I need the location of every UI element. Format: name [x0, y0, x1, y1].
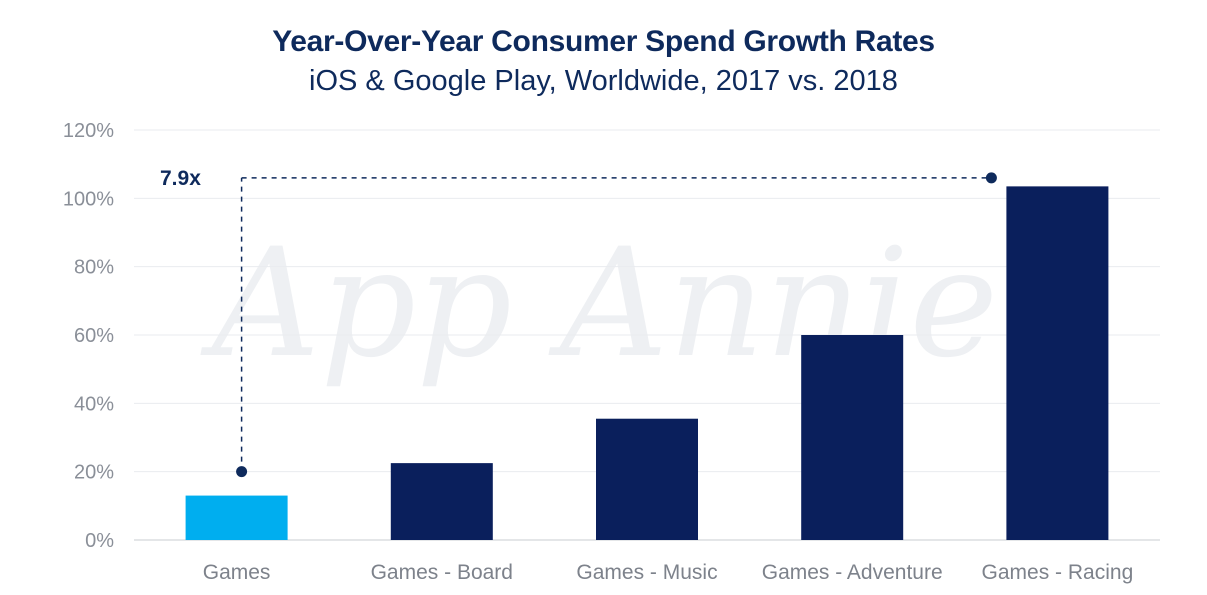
y-tick-label: 40%: [74, 393, 114, 415]
x-category-label: Games - Board: [371, 561, 513, 584]
bar-1: [390, 463, 493, 540]
y-tick-label: 0%: [85, 530, 114, 552]
annotation: 7.9x: [160, 167, 997, 478]
y-axis-ticks: 0% 20% 40% 60% 80% 100% 120%: [63, 120, 114, 552]
y-tick-label: 60%: [74, 325, 114, 347]
chart-subtitle: iOS & Google Play, Worldwide, 2017 vs. 2…: [309, 65, 898, 97]
x-category-label: Games - Racing: [982, 561, 1134, 584]
y-tick-label: 80%: [74, 257, 114, 279]
x-category-label: Games - Adventure: [762, 561, 943, 584]
chart-titles: Year-Over-Year Consumer Spend Growth Rat…: [0, 22, 1207, 100]
y-tick-label: 100%: [63, 188, 114, 210]
annotation-label: 7.9x: [160, 167, 201, 190]
annotation-end-dot: [985, 172, 997, 184]
x-category-label: Games - Music: [576, 561, 717, 584]
y-tick-label: 120%: [63, 120, 114, 142]
bars: [185, 186, 1109, 540]
bar-2: [596, 418, 698, 540]
chart-title: Year-Over-Year Consumer Spend Growth Rat…: [272, 25, 935, 58]
annotation-start-dot: [236, 466, 248, 478]
y-tick-label: 20%: [74, 462, 114, 484]
x-category-label: Games: [203, 561, 271, 584]
gridlines: [134, 129, 1160, 541]
bar-0: [185, 495, 288, 540]
bar-3: [801, 335, 904, 540]
bar-4: [1006, 186, 1109, 540]
x-axis-labels: Games Games - Board Games - Music Games - A…: [203, 561, 1134, 584]
